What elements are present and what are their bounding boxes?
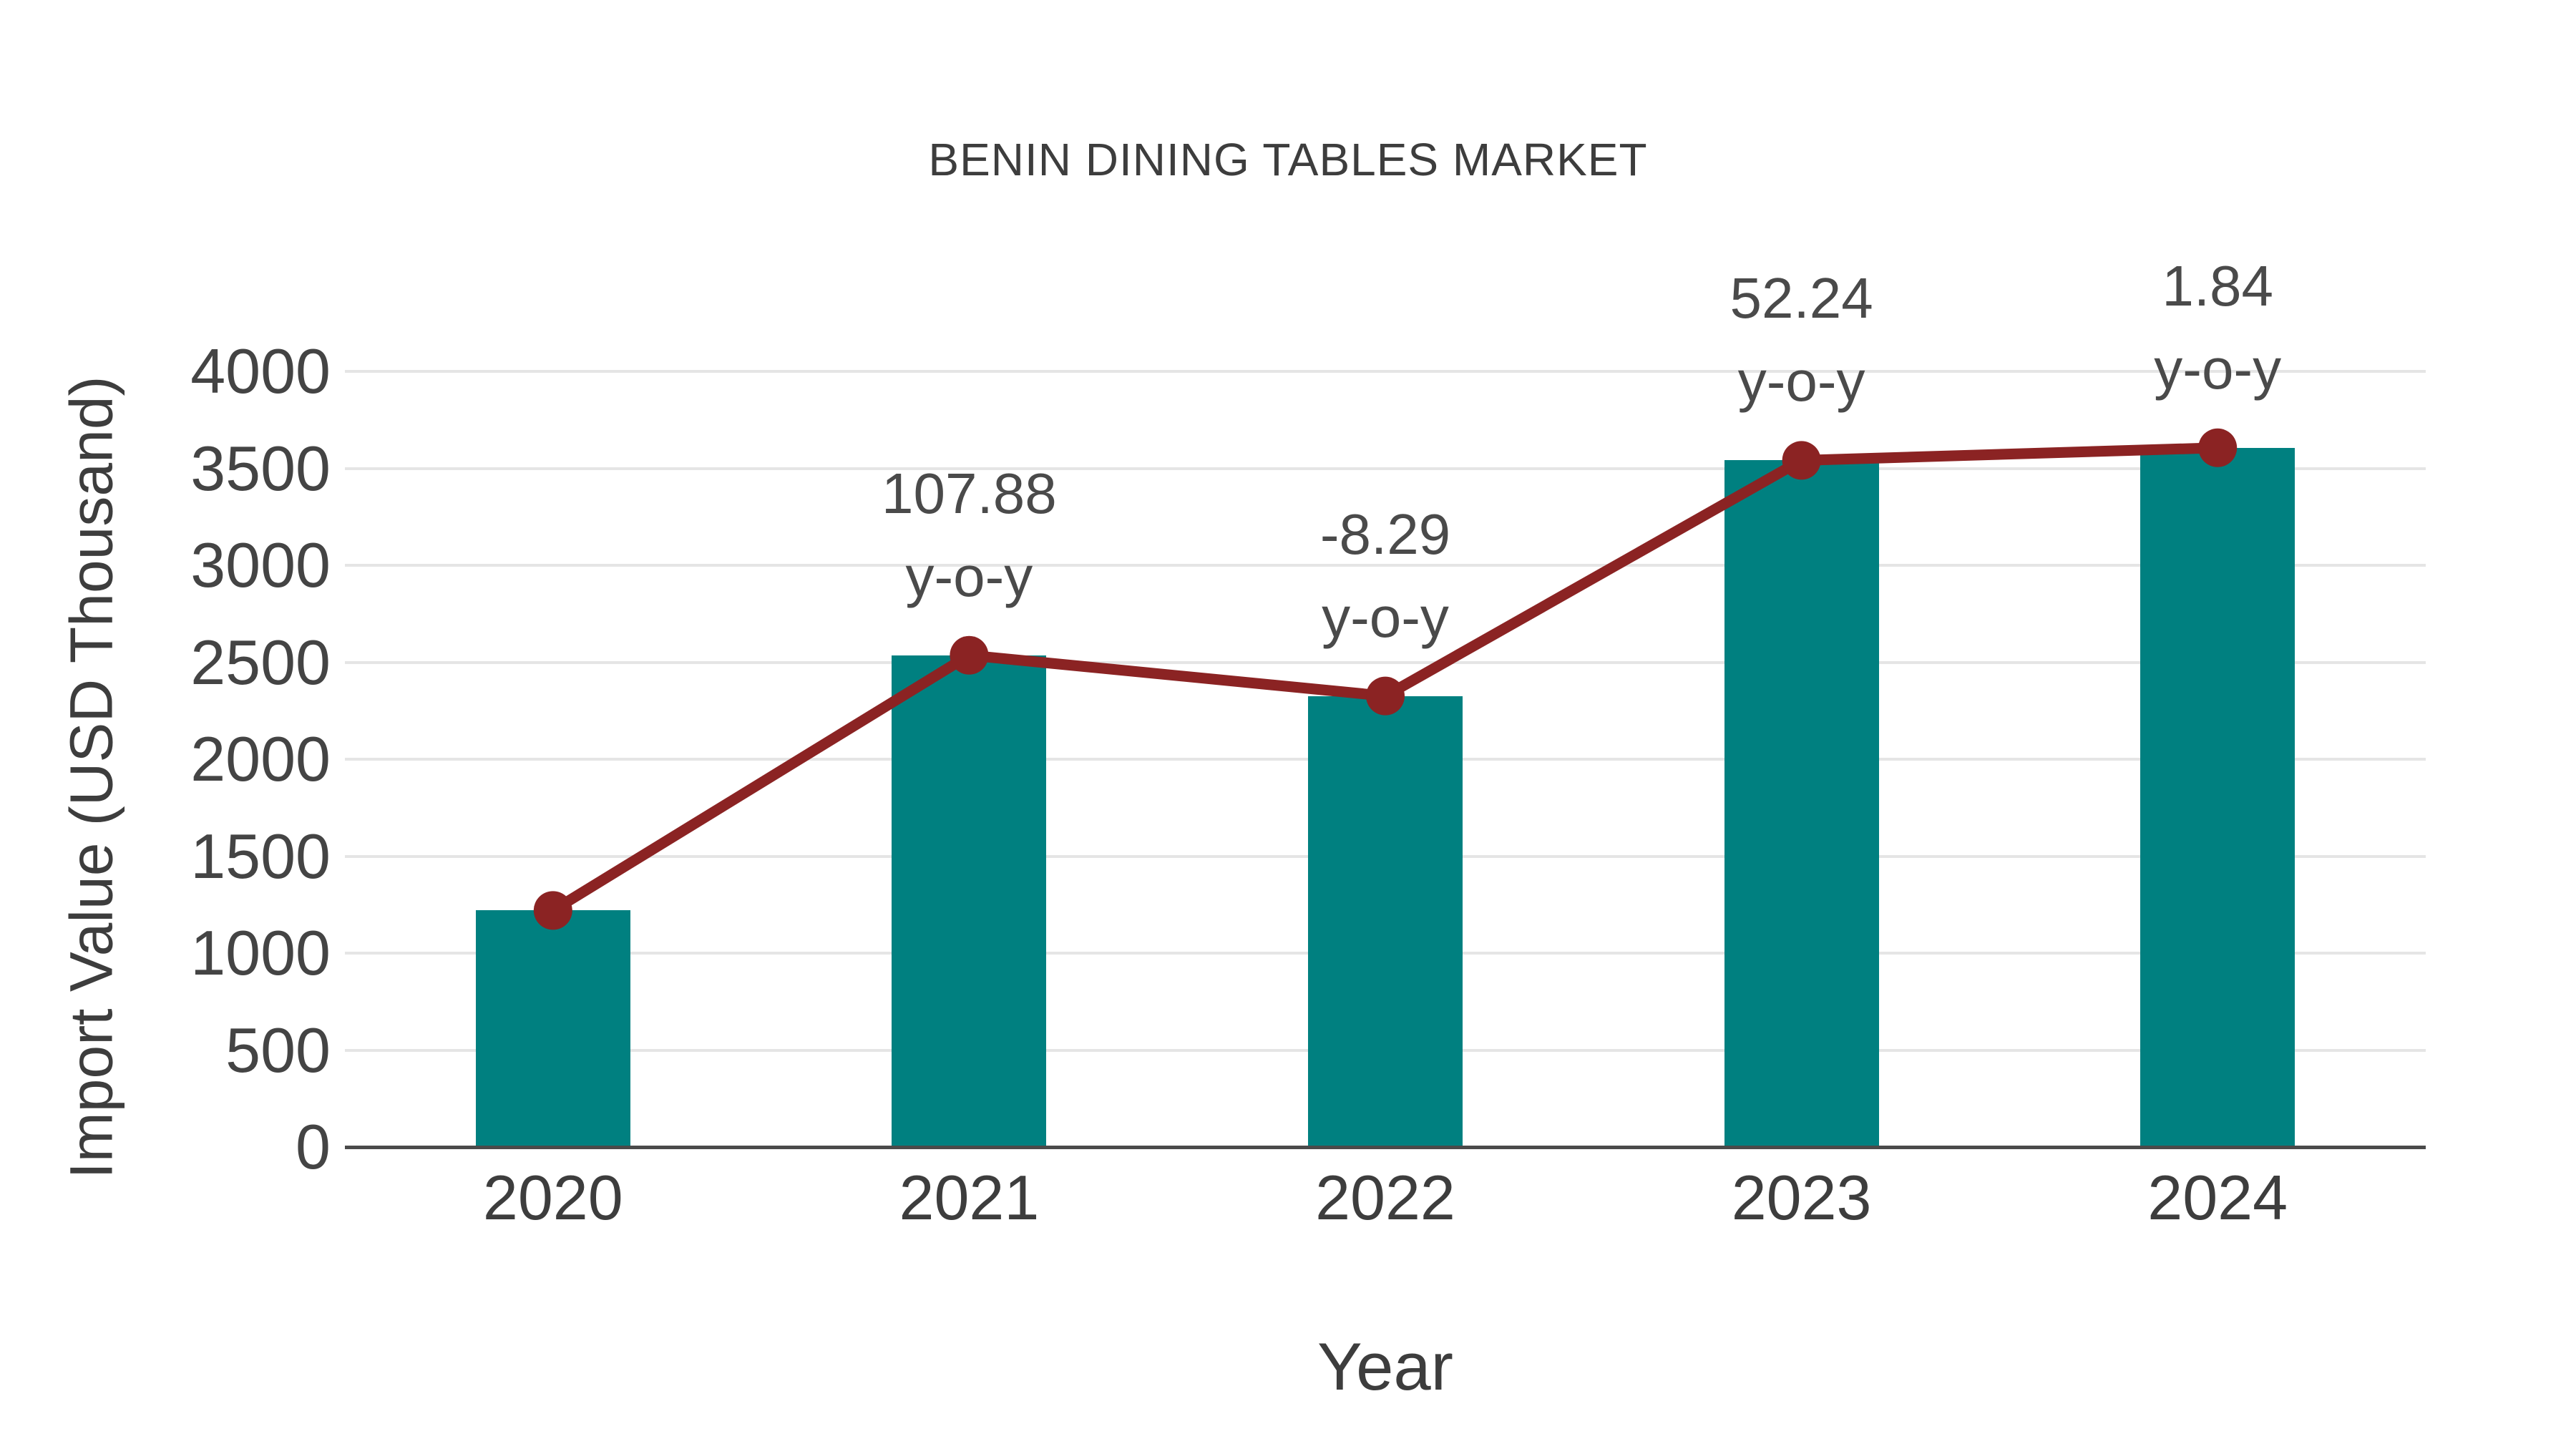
y-tick-label: 2500 [190, 626, 331, 698]
data-point-marker-2022 [1366, 676, 1405, 716]
yoy-annotation-line: 1.84 [2162, 253, 2274, 318]
yoy-annotation-line: y-o-y [1737, 349, 1865, 414]
yoy-annotation-2021: 107.88 y-o-y [882, 452, 1057, 618]
yoy-annotation-line: y-o-y [905, 544, 1033, 608]
y-tick-label: 4000 [190, 336, 331, 406]
y-tick-label: 1500 [190, 820, 331, 892]
bar-2021 [892, 655, 1047, 1147]
bar-2020 [475, 910, 630, 1147]
x-axis-line [345, 1145, 2426, 1149]
data-point-marker-2020 [533, 891, 572, 930]
y-tick-label: 3500 [190, 432, 331, 504]
x-tick-label: 2020 [482, 1162, 623, 1233]
data-point-marker-2024 [2198, 428, 2238, 467]
yoy-annotation-line: 107.88 [882, 461, 1057, 525]
bar-2023 [1724, 460, 1879, 1147]
yoy-annotation-2023: 52.24 y-o-y [1729, 257, 1873, 423]
yoy-annotation-line: 52.24 [1729, 266, 1873, 331]
yoy-annotation-2022: -8.29 y-o-y [1320, 493, 1450, 659]
x-tick-label: 2024 [2147, 1162, 2288, 1233]
y-tick-label: 3000 [190, 530, 331, 600]
data-point-marker-2023 [1782, 441, 1821, 480]
yoy-annotation-line: y-o-y [2154, 336, 2282, 401]
y-tick-label: 500 [225, 1014, 331, 1085]
x-tick-label: 2023 [1731, 1162, 1872, 1233]
gridline [345, 564, 2426, 567]
bar-2022 [1308, 696, 1463, 1147]
gridline [345, 467, 2426, 470]
x-axis-label: Year [1317, 1329, 1453, 1404]
yoy-annotation-line: y-o-y [1322, 585, 1449, 649]
yoy-annotation-line: -8.29 [1319, 502, 1451, 566]
chart-title: BENIN DINING TABLES MARKET [928, 134, 1648, 185]
y-tick-label: 2000 [190, 723, 331, 794]
data-point-marker-2021 [950, 635, 989, 675]
y-tick-label: 1000 [190, 917, 331, 988]
yoy-annotation-2024: 1.84 y-o-y [2154, 245, 2281, 411]
gridline [345, 370, 2426, 373]
bar-2024 [2140, 447, 2296, 1147]
x-tick-label: 2022 [1315, 1162, 1455, 1233]
gridline [345, 660, 2426, 664]
x-tick-label: 2021 [899, 1162, 1040, 1233]
y-tick-label: 0 [296, 1111, 331, 1182]
